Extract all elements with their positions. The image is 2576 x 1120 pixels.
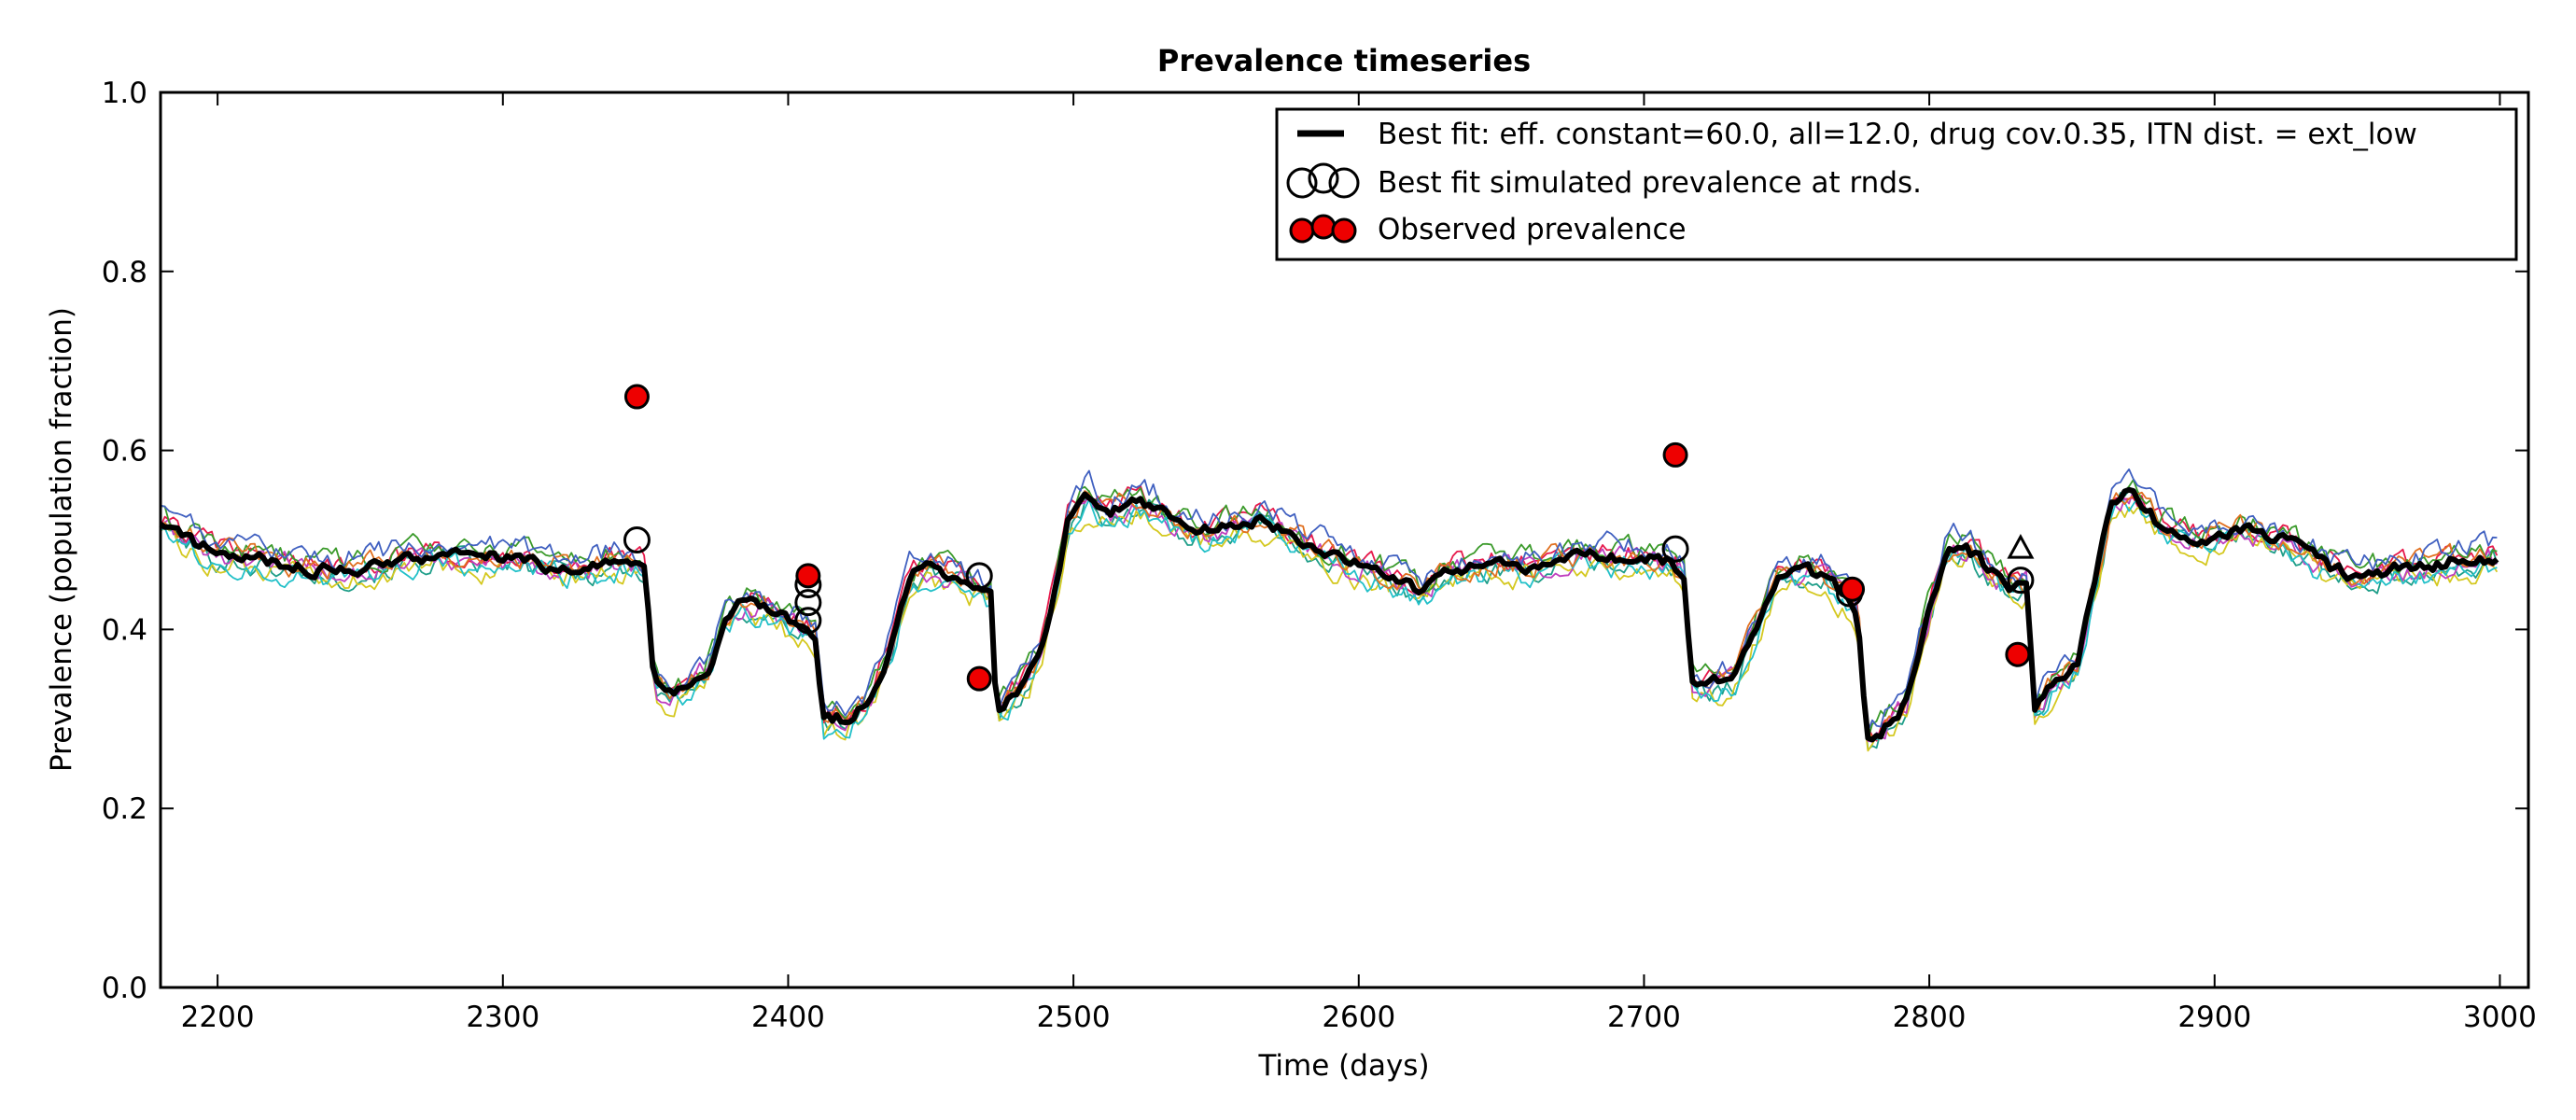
x-axis-label: Time (days) [1257,1049,1429,1083]
best-fit-series-line [159,486,2499,743]
tick-layer: 2200 2300 2400 2500 2600 2700 2800 2900 3000 0.0 0… [102,77,2537,1034]
y-tick-label: 0.4 [102,613,147,647]
y-tick-label: 0.6 [102,435,147,469]
x-tick-label: 2800 [1893,1001,1967,1034]
simulated-round-marker [1661,535,1689,563]
x-tick-label: 3000 [2463,1001,2537,1034]
simulated-round-marker [623,526,651,553]
observed-prevalence-marker [2005,641,2031,667]
simulation-series-line-5 [160,479,2498,741]
simulation-series-line-6 [160,496,2498,741]
simulation-series-line-2 [160,484,2499,742]
legend-open-circles-icon [1286,162,1360,199]
y-tick-label: 1.0 [102,77,147,110]
y-axis-label: Prevalence (population fraction) [45,307,78,772]
plot-frame [159,91,2530,989]
x-tick-label: 2600 [1322,1001,1395,1034]
y-tick-label: 0.0 [102,972,147,1005]
legend: Best fit: eff. constant=60.0, all=12.0, … [1275,107,2518,261]
x-tick-label: 2400 [751,1001,825,1034]
legend-label-observed: Observed prevalence [1378,213,1687,246]
y-tick-label: 0.2 [102,792,147,826]
simulation-series-line-1 [160,489,2499,751]
simulated-round-marker [965,562,993,590]
legend-label-simulated: Best fit simulated prevalence at rnds. [1378,166,1922,200]
x-tick-label: 2500 [1037,1001,1111,1034]
observed-prevalence-marker [795,563,821,589]
series-layer [159,468,2499,752]
observed-prevalence-marker [1662,441,1688,468]
x-tick-label: 2900 [2177,1001,2251,1034]
observed-prevalence-marker [1840,576,1866,602]
chart-title: Prevalence timeseries [1157,43,1531,78]
legend-box [1275,107,2518,261]
marker-layer [623,384,2035,692]
x-tick-label: 2200 [181,1001,255,1034]
legend-red-circles-icon [1289,214,1357,244]
simulation-series-line-4 [160,489,2498,743]
x-tick-label: 2700 [1607,1001,1681,1034]
simulated-round-marker [794,589,822,617]
y-tick-label: 0.8 [102,256,147,289]
simulated-round-marker [2007,567,2035,595]
simulated-round-marker [794,607,822,635]
simulation-series-line-7 [160,490,2499,738]
observed-prevalence-marker [623,384,650,410]
observed-prevalence-marker [966,665,992,692]
x-tick-label: 2300 [466,1001,539,1034]
simulated-round-triangle-marker [2007,533,2035,559]
legend-label-best-fit: Best fit: eff. constant=60.0, all=12.0, … [1378,118,2417,151]
